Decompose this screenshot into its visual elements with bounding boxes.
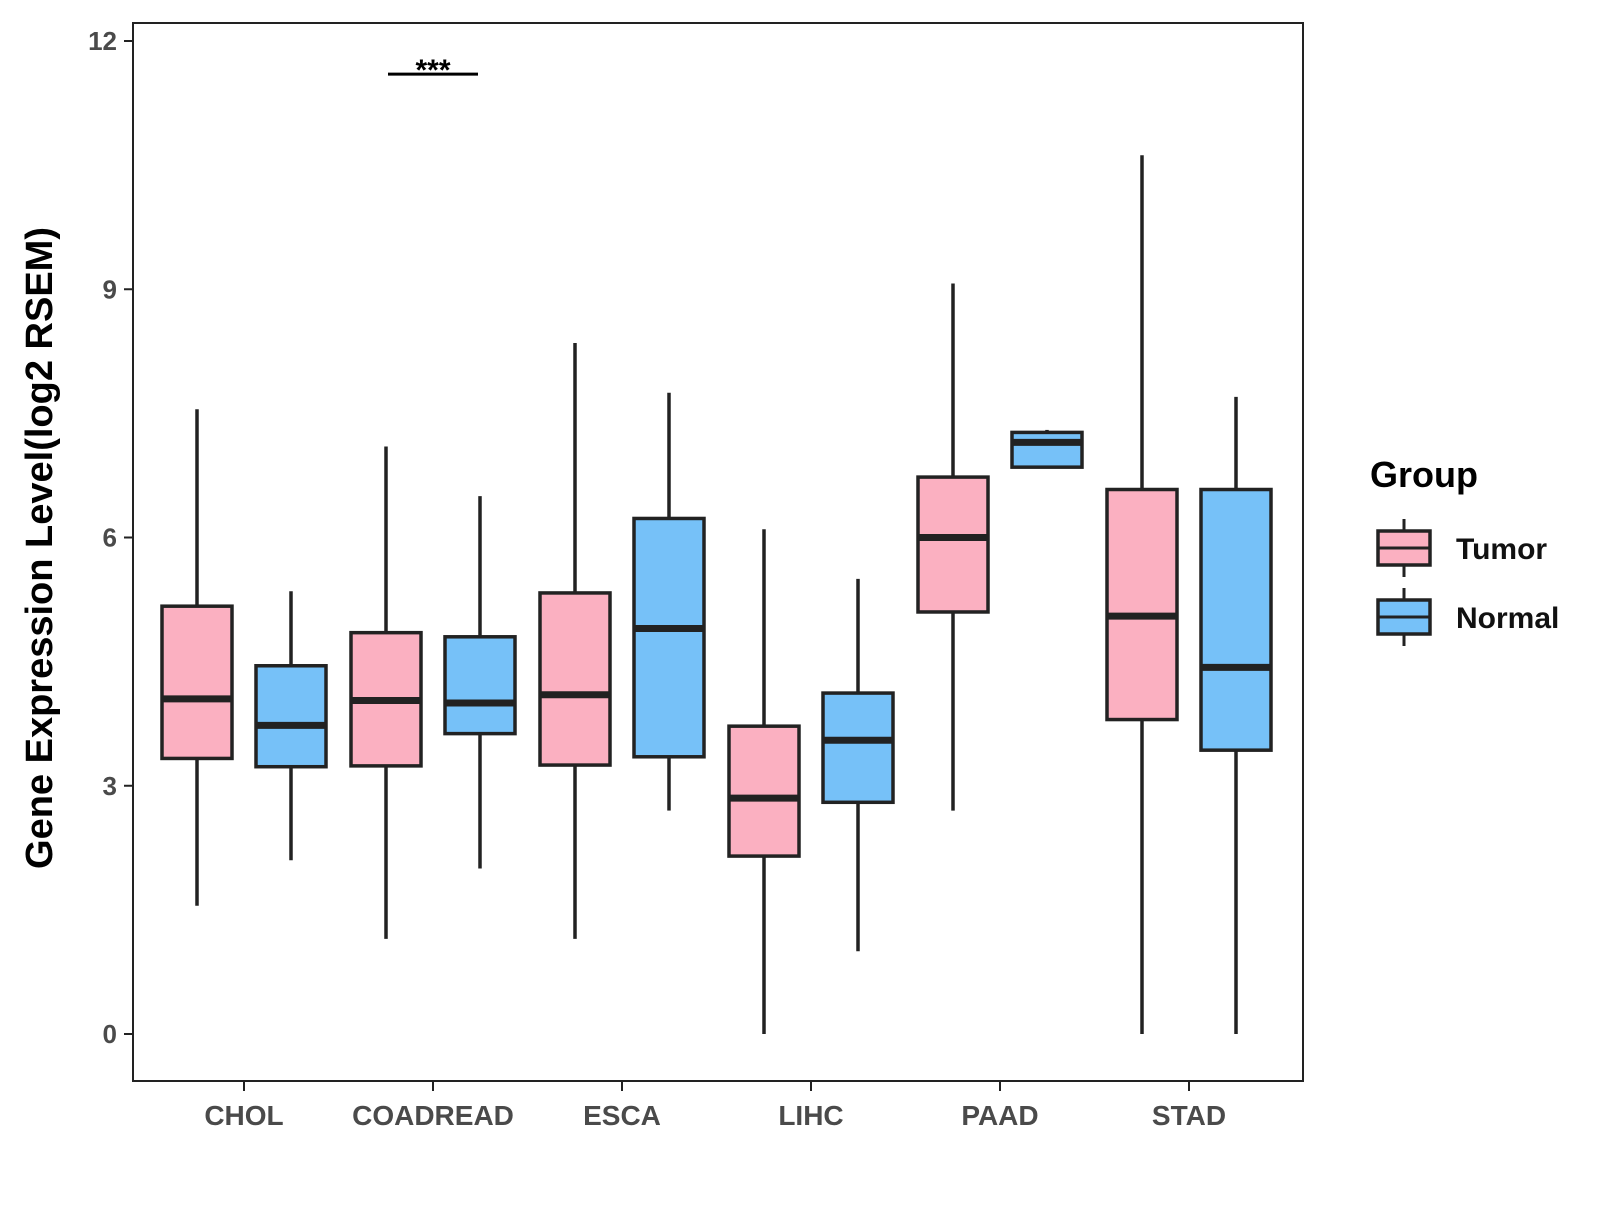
annotation-layer: *** (388, 54, 478, 87)
x-tick-label-lihc: LIHC (778, 1100, 843, 1131)
iqr-box (443, 635, 517, 736)
plot-panel-border (132, 22, 1304, 1082)
iqr-box (632, 516, 706, 759)
x-tick-label-coadread: COADREAD (352, 1100, 514, 1131)
x-tick-label-stad: STAD (1152, 1100, 1226, 1131)
plot-area (132, 22, 1304, 1082)
boxes-layer (160, 155, 1273, 1034)
iqr-box (1105, 487, 1179, 722)
box-tumor-esca (538, 343, 612, 939)
legend-item-normal: Normal (1376, 588, 1559, 646)
iqr-box (821, 691, 895, 805)
significance-label: *** (415, 54, 450, 87)
iqr-box (1199, 487, 1273, 752)
iqr-box (160, 604, 234, 761)
x-tick-label-paad: PAAD (961, 1100, 1038, 1131)
y-tick-label: 3 (103, 771, 117, 801)
box-normal-chol (254, 591, 328, 861)
iqr-box (538, 591, 612, 767)
legend-title: Group (1370, 454, 1478, 495)
y-tick-label: 6 (103, 523, 117, 553)
axes-layer: 0 3 6 9 12 CHOL COADREAD ESCA LIHC PAAD STAD (88, 26, 1226, 1131)
box-normal-lihc (821, 578, 895, 952)
box-tumor-chol (160, 409, 234, 906)
box-tumor-stad (1105, 155, 1179, 1034)
iqr-box (1010, 430, 1084, 469)
box-normal-coadread (443, 496, 517, 869)
legend-label-normal: Normal (1456, 602, 1559, 635)
box-normal-esca (632, 392, 706, 811)
box-tumor-coadread (349, 446, 423, 939)
x-tick-label-chol: CHOL (204, 1100, 283, 1131)
y-axis-title: Gene Expression Level(log2 RSEM) (19, 227, 61, 869)
box-normal-paad (1010, 429, 1084, 469)
y-tick-label: 0 (103, 1019, 117, 1049)
legend-item-tumor: Tumor (1376, 519, 1547, 577)
iqr-box (727, 724, 801, 858)
box-normal-stad (1199, 396, 1273, 1034)
box-tumor-paad (916, 283, 990, 811)
legend: Group Tumor Normal (1370, 454, 1559, 646)
legend-label-tumor: Tumor (1456, 533, 1547, 566)
y-tick-label: 12 (88, 26, 117, 56)
x-tick-label-esca: ESCA (583, 1100, 661, 1131)
y-tick-label: 9 (103, 274, 117, 304)
iqr-box (254, 664, 328, 769)
box-tumor-lihc (727, 529, 801, 1034)
iqr-box (916, 475, 990, 614)
